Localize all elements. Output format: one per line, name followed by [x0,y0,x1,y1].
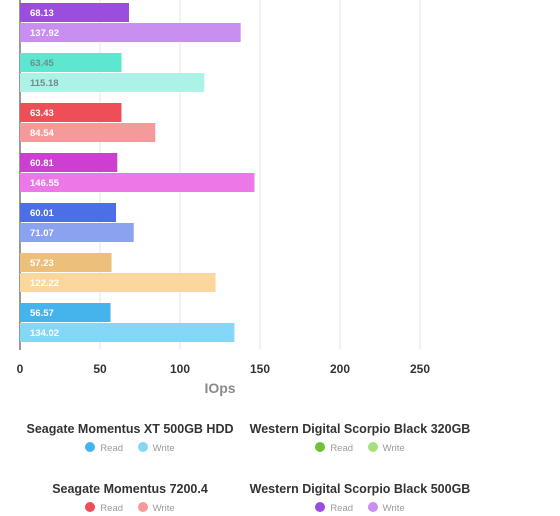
bar-write-value-label: 134.02 [30,328,59,339]
legend-title: Seagate Momentus XT 500GB HDD [26,422,234,436]
bar-read[interactable] [20,153,118,172]
write-dot-icon [137,442,148,452]
bar-write[interactable] [20,123,156,142]
legend-write-label: Write [382,443,405,454]
bar-write[interactable] [20,23,241,42]
bar-read[interactable] [20,203,117,222]
bar-read-value-label: 63.45 [30,58,54,69]
write-dot-icon [137,502,148,512]
bar-chart: 68.13 137.92 63.45 115.18 63.43 84.54 60.81 146… [17,0,431,396]
bar-read-value-label: 56.57 [30,308,54,319]
bar-read[interactable] [20,53,122,72]
legend-item-read[interactable]: Read [85,442,123,454]
bar-write-value-label: 137.92 [30,28,59,39]
bar-read[interactable] [20,253,112,272]
legend-item-write[interactable]: Write [367,442,405,454]
legend-item-read[interactable]: Read [85,502,123,514]
bar-write-value-label: 71.07 [30,228,54,239]
legend-wd-scorpio-black-320: Western Digital Scorpio Black 320GB Read… [230,422,490,454]
bar-read[interactable] [20,3,130,22]
bar-write[interactable] [20,223,134,242]
legend-title: Western Digital Scorpio Black 500GB [249,482,471,496]
legend-title: Seagate Momentus 7200.4 [52,482,208,496]
legend-write-label: Write [152,503,175,514]
legend-read-label: Read [100,503,124,514]
bar-write[interactable] [20,73,205,92]
legend-item-read[interactable]: Read [315,502,353,514]
x-tick-label: 100 [170,362,190,376]
bar-write-value-label: 115.18 [30,78,59,89]
bar-read-value-label: 57.23 [30,258,54,269]
legend-item-write[interactable]: Write [367,502,405,514]
legend-write-label: Write [152,443,175,454]
bar-write[interactable] [20,173,255,192]
read-dot-icon [315,442,326,452]
legend-item-write[interactable]: Write [137,502,175,514]
bar-read-value-label: 68.13 [30,8,54,19]
legend-wd-scorpio-black-500: Western Digital Scorpio Black 500GB Read… [230,482,490,514]
bar-read-value-label: 60.01 [30,208,54,219]
bar-write-value-label: 146.55 [30,178,60,189]
legend-seagate-momentus-7200: Seagate Momentus 7200.4 Read Write [0,482,260,514]
bar-read-value-label: 60.81 [30,158,54,169]
legend-write-label: Write [382,503,405,514]
bar-read-value-label: 63.43 [30,108,54,119]
x-tick-label: 250 [410,362,430,376]
legend-seagate-momentus-xt: Seagate Momentus XT 500GB HDD Read Write [0,422,260,454]
read-dot-icon [315,502,326,512]
read-dot-icon [85,442,96,452]
x-tick-label: 150 [250,362,270,376]
legend-item-write[interactable]: Write [137,442,175,454]
legend-read-label: Read [100,443,124,454]
x-tick-label: 200 [330,362,350,376]
bars: 68.13 137.92 63.45 115.18 63.43 84.54 60.81 146… [20,3,255,342]
bar-read[interactable] [20,303,111,322]
bar-write[interactable] [20,273,216,292]
bar-write-value-label: 84.54 [30,128,54,139]
legend-item-read[interactable]: Read [315,442,353,454]
read-dot-icon [85,502,96,512]
legend-read-label: Read [330,443,354,454]
x-tick-label: 50 [93,362,107,376]
x-tick-label: 0 [17,362,24,376]
bar-read[interactable] [20,103,122,122]
x-axis-title: IOps [204,380,235,396]
x-axis-ticks: 0 50 100 150 200 250 [17,362,431,376]
bar-write[interactable] [20,323,235,342]
bar-write-value-label: 122.22 [30,278,59,289]
write-dot-icon [367,442,378,452]
legend-title: Western Digital Scorpio Black 320GB [249,422,471,436]
legend-read-label: Read [330,503,354,514]
write-dot-icon [367,502,378,512]
